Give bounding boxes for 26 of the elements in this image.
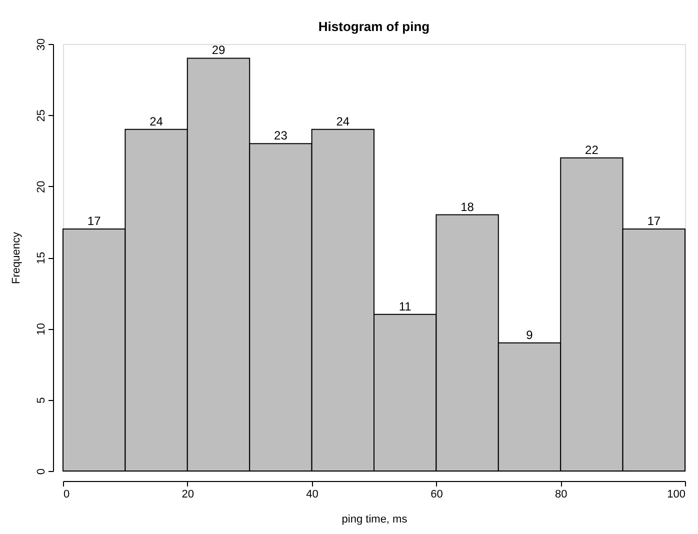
x-tick-label: 60 xyxy=(430,488,443,500)
data-label: 17 xyxy=(87,214,102,228)
x-tick-label: 20 xyxy=(182,488,194,500)
data-label: 23 xyxy=(274,128,288,143)
data-label: 29 xyxy=(212,43,226,58)
data-label: 11 xyxy=(398,299,412,314)
y-tick-label: 10 xyxy=(36,323,48,336)
y-tick-label: 0 xyxy=(36,468,48,475)
data-label: 22 xyxy=(585,142,599,157)
data-label: 24 xyxy=(150,114,164,128)
x-tick-label: 100 xyxy=(667,488,686,500)
y-tick-label: 25 xyxy=(36,110,48,122)
x-tick-label: 0 xyxy=(64,488,70,500)
y-tick-label: 5 xyxy=(36,397,48,404)
x-tick-label: 80 xyxy=(554,488,568,500)
data-label: 17 xyxy=(647,214,661,228)
x-tick-label: 40 xyxy=(306,488,318,500)
y-tick-label: 15 xyxy=(36,252,48,264)
x-axis-title: ping time, ms xyxy=(342,514,408,526)
y-tick-label: 30 xyxy=(36,38,48,51)
data-label: 24 xyxy=(336,114,350,128)
data-label: 18 xyxy=(460,200,474,214)
y-axis-title: Frequency xyxy=(10,232,22,284)
chart-title: Histogram of ping xyxy=(318,18,430,34)
y-tick-label: 20 xyxy=(36,180,48,193)
data-label: 9 xyxy=(526,328,534,342)
